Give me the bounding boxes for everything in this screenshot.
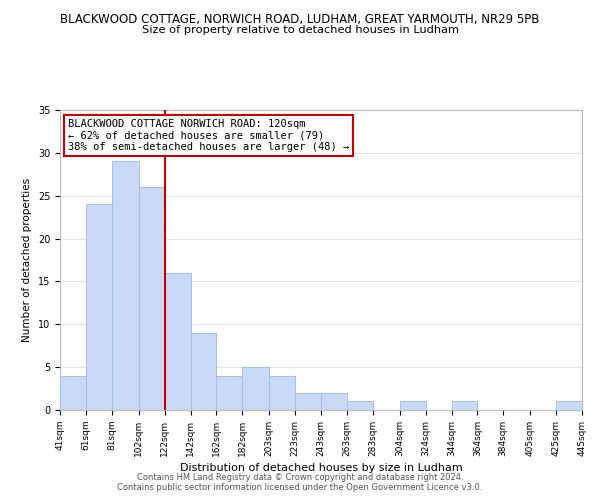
- X-axis label: Distribution of detached houses by size in Ludham: Distribution of detached houses by size …: [179, 463, 463, 473]
- Bar: [112, 162, 139, 410]
- Bar: [164, 273, 191, 410]
- Bar: [60, 376, 86, 410]
- Bar: [321, 393, 347, 410]
- Bar: [400, 402, 425, 410]
- Bar: [347, 402, 373, 410]
- Text: Contains public sector information licensed under the Open Government Licence v3: Contains public sector information licen…: [118, 484, 482, 492]
- Bar: [217, 376, 242, 410]
- Bar: [191, 333, 217, 410]
- Text: Size of property relative to detached houses in Ludham: Size of property relative to detached ho…: [142, 25, 458, 35]
- Bar: [556, 402, 582, 410]
- Bar: [269, 376, 295, 410]
- Bar: [452, 402, 478, 410]
- Text: BLACKWOOD COTTAGE NORWICH ROAD: 120sqm
← 62% of detached houses are smaller (79): BLACKWOOD COTTAGE NORWICH ROAD: 120sqm ←…: [68, 119, 349, 152]
- Bar: [139, 187, 164, 410]
- Bar: [86, 204, 112, 410]
- Y-axis label: Number of detached properties: Number of detached properties: [22, 178, 32, 342]
- Text: BLACKWOOD COTTAGE, NORWICH ROAD, LUDHAM, GREAT YARMOUTH, NR29 5PB: BLACKWOOD COTTAGE, NORWICH ROAD, LUDHAM,…: [61, 12, 539, 26]
- Text: Contains HM Land Registry data © Crown copyright and database right 2024.: Contains HM Land Registry data © Crown c…: [137, 474, 463, 482]
- Bar: [295, 393, 321, 410]
- Bar: [242, 367, 269, 410]
